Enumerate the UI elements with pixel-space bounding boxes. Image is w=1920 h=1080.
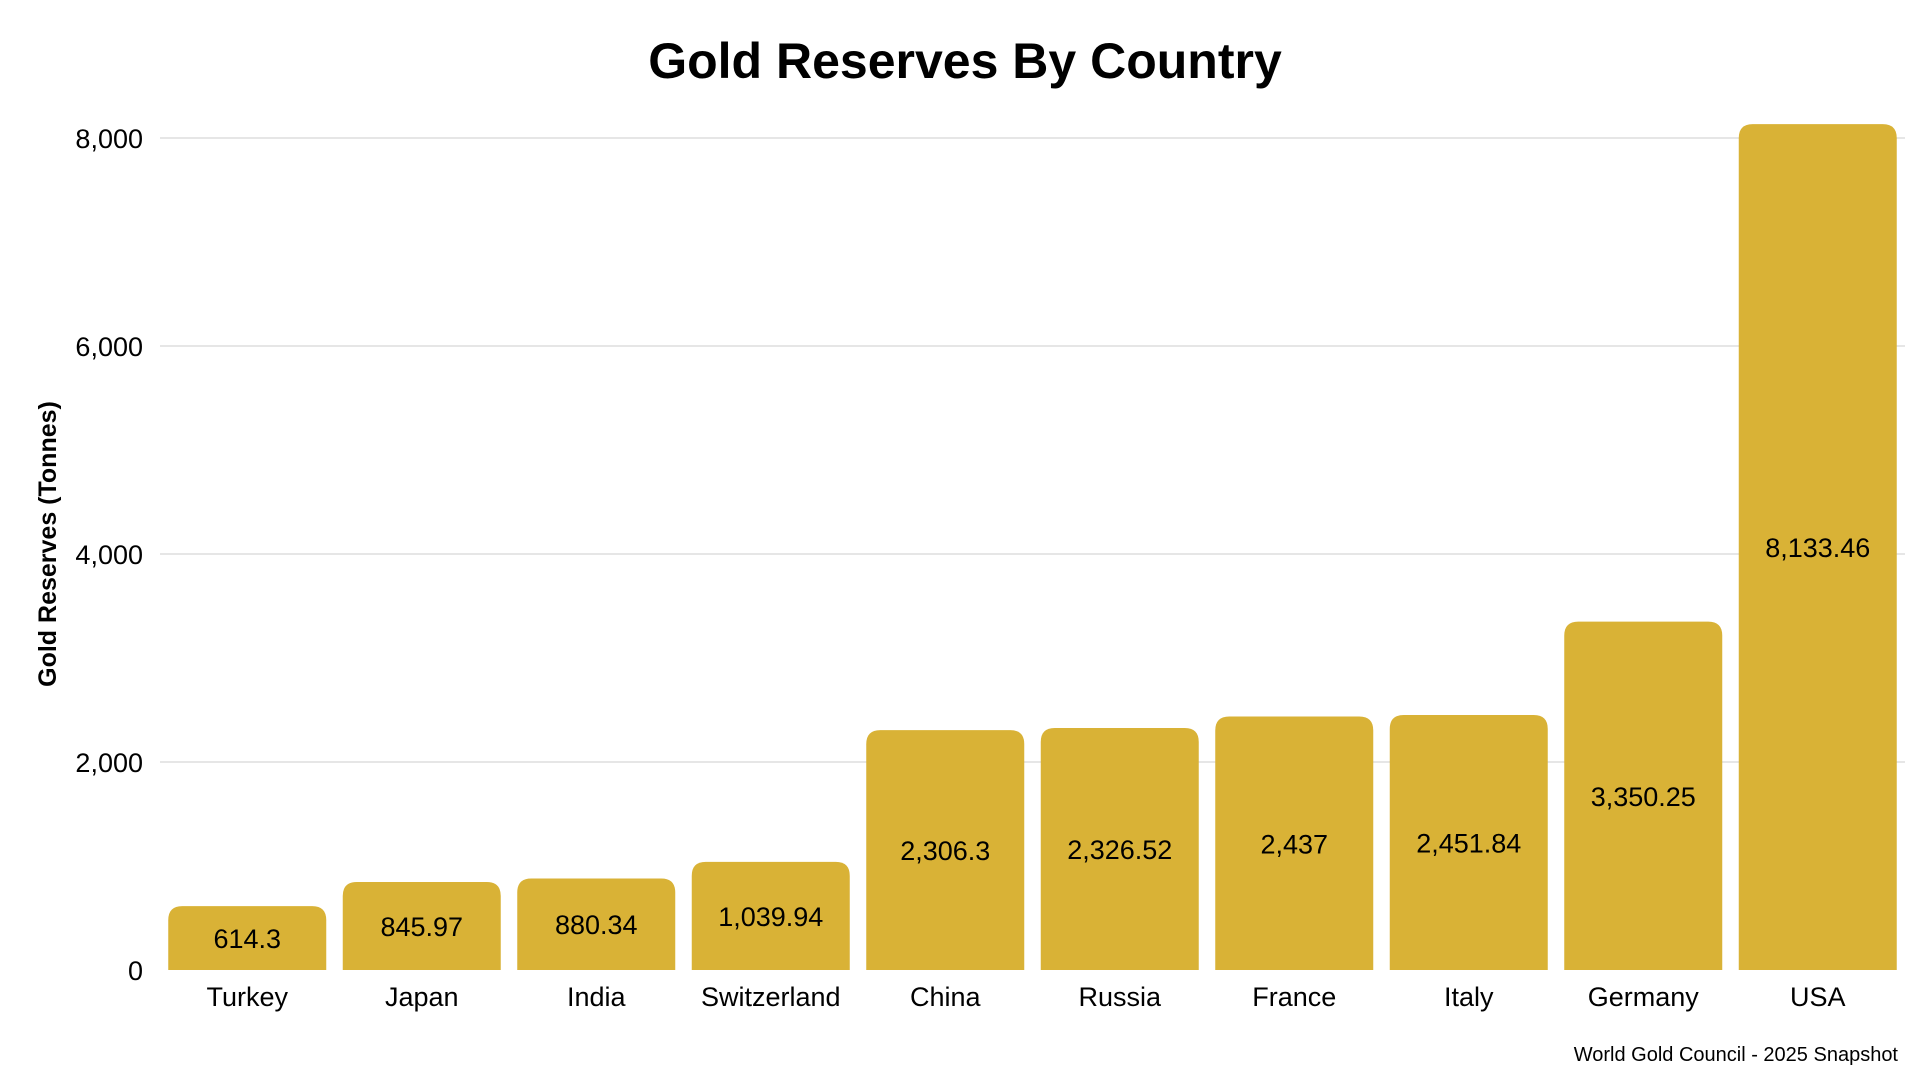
bar-france bbox=[1215, 716, 1374, 970]
bar-italy bbox=[1389, 715, 1548, 970]
data-label: 2,451.84 bbox=[1416, 829, 1521, 859]
bar-india bbox=[517, 878, 676, 970]
x-tick-label: Russia bbox=[1078, 982, 1162, 1012]
x-tick-label: Japan bbox=[385, 982, 459, 1012]
x-tick-label: USA bbox=[1790, 982, 1846, 1012]
data-label: 8,133.46 bbox=[1765, 533, 1870, 563]
data-label: 3,350.25 bbox=[1591, 782, 1696, 812]
y-tick-label: 4,000 bbox=[75, 540, 143, 570]
data-label: 614.3 bbox=[213, 924, 281, 954]
bar-china bbox=[866, 730, 1025, 970]
source-note: World Gold Council - 2025 Snapshot bbox=[1574, 1044, 1899, 1066]
y-tick-label: 8,000 bbox=[75, 124, 143, 154]
bar-germany bbox=[1564, 621, 1723, 970]
bar-usa bbox=[1738, 124, 1897, 970]
data-label: 2,437 bbox=[1260, 829, 1328, 859]
x-tick-label: Italy bbox=[1444, 982, 1494, 1012]
x-tick-label: France bbox=[1252, 982, 1336, 1012]
chart-title: Gold Reserves By Country bbox=[648, 33, 1282, 89]
y-tick-label: 2,000 bbox=[75, 748, 143, 778]
bar-russia bbox=[1040, 728, 1199, 970]
x-tick-label: China bbox=[910, 982, 982, 1012]
y-axis-label: Gold Reserves (Tonnes) bbox=[34, 401, 62, 687]
x-tick-label: Germany bbox=[1588, 982, 1700, 1012]
bar-switzerland bbox=[691, 861, 850, 970]
bars: 614.3 845.97 880.34 1,039.94 2,306.3 2,326.52… bbox=[168, 124, 1897, 970]
x-axis-ticks: Turkey Japan India Switzerland China Russia Fr… bbox=[206, 982, 1845, 1012]
y-axis-ticks: 0 2,000 4,000 6,000 8,000 bbox=[75, 124, 143, 986]
x-tick-label: Turkey bbox=[206, 982, 288, 1012]
bar-japan bbox=[342, 882, 501, 970]
y-tick-label: 0 bbox=[128, 956, 143, 986]
bar-turkey bbox=[168, 906, 327, 970]
data-label: 845.97 bbox=[380, 912, 463, 942]
data-label: 880.34 bbox=[555, 910, 638, 940]
x-tick-label: Switzerland bbox=[701, 982, 841, 1012]
data-label: 2,306.3 bbox=[900, 836, 990, 866]
x-tick-label: India bbox=[567, 982, 627, 1012]
data-label: 2,326.52 bbox=[1067, 835, 1172, 865]
data-label: 1,039.94 bbox=[718, 902, 823, 932]
y-tick-label: 6,000 bbox=[75, 332, 143, 362]
